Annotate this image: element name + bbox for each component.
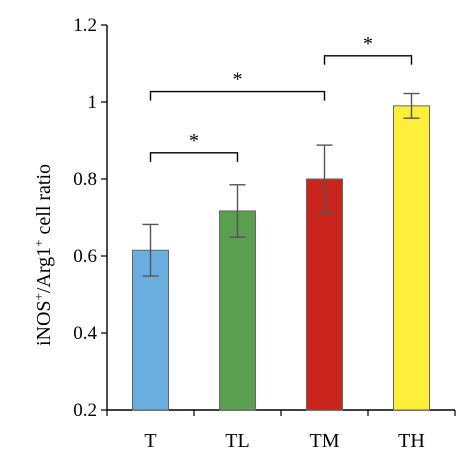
bar-t bbox=[132, 249, 169, 411]
significance-marker-3: * bbox=[363, 33, 373, 55]
significance-marker-1: * bbox=[189, 130, 199, 152]
plot-area: 0.2 0.4 0.6 0.8 1 1.2 T TL TM TH * * * bbox=[73, 15, 456, 452]
significance-bracket-2 bbox=[149, 90, 326, 101]
bar-tm bbox=[306, 178, 343, 411]
y-axis-title-sup1: + bbox=[31, 293, 46, 300]
y-tick-label: 0.8 bbox=[73, 169, 97, 190]
y-axis-title: iNOS+/Arg1+ cell ratio bbox=[31, 164, 56, 346]
y-tick-label: 0.4 bbox=[73, 323, 97, 344]
bar-tl bbox=[219, 210, 256, 411]
y-axis-title-middle: /Arg1 bbox=[33, 247, 55, 293]
significance-bracket-1 bbox=[149, 152, 239, 162]
y-axis-title-prefix: iNOS bbox=[33, 300, 55, 346]
y-tick-label: 1.2 bbox=[73, 15, 97, 36]
x-tick-label-tm: TM bbox=[310, 430, 340, 452]
y-tick-label: 0.2 bbox=[73, 400, 97, 421]
y-axis-title-sup2: + bbox=[31, 239, 46, 246]
significance-marker-2: * bbox=[233, 69, 243, 91]
significance-bracket-3 bbox=[323, 55, 413, 65]
x-tick-label-th: TH bbox=[398, 430, 425, 452]
y-axis-title-suffix: cell ratio bbox=[33, 164, 55, 240]
bar-th bbox=[393, 105, 430, 411]
y-tick-label: 1 bbox=[88, 92, 98, 113]
x-tick-label-tl: TL bbox=[225, 430, 249, 452]
x-tick-label-t: T bbox=[144, 430, 156, 452]
y-tick-label: 0.6 bbox=[73, 246, 97, 267]
